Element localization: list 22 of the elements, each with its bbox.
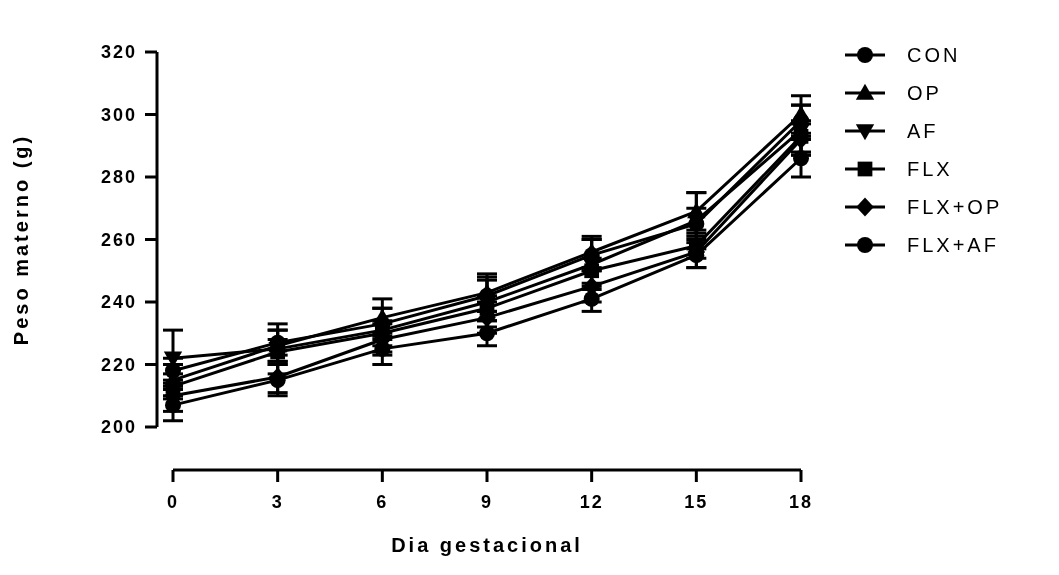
- legend-label: FLX+OP: [907, 196, 1003, 218]
- y-tick-label: 300: [100, 104, 137, 125]
- y-tick-label: 200: [100, 417, 137, 438]
- y-tick-label: 320: [100, 42, 137, 63]
- legend-label: AF: [907, 120, 939, 142]
- x-tick-label: 15: [684, 492, 709, 512]
- y-axis-title: Peso materno (g): [10, 133, 32, 346]
- x-tick-label: 9: [480, 492, 494, 512]
- x-tick-label: 6: [376, 492, 389, 512]
- y-tick-label: 280: [100, 167, 137, 188]
- legend-label: FLX+AF: [907, 234, 999, 256]
- legend-label: FLX: [907, 158, 953, 180]
- legend-label: OP: [907, 82, 942, 104]
- x-tick-label: 12: [579, 492, 604, 512]
- y-tick-label: 260: [100, 229, 137, 250]
- x-tick-label: 3: [271, 492, 284, 512]
- legend-label: CON: [907, 44, 961, 66]
- x-tick-label: 18: [788, 492, 814, 512]
- x-tick-label: 0: [166, 492, 180, 512]
- y-tick-label: 220: [100, 354, 137, 375]
- y-tick-label: 240: [100, 292, 137, 313]
- x-axis-title: Dia gestacional: [391, 534, 583, 556]
